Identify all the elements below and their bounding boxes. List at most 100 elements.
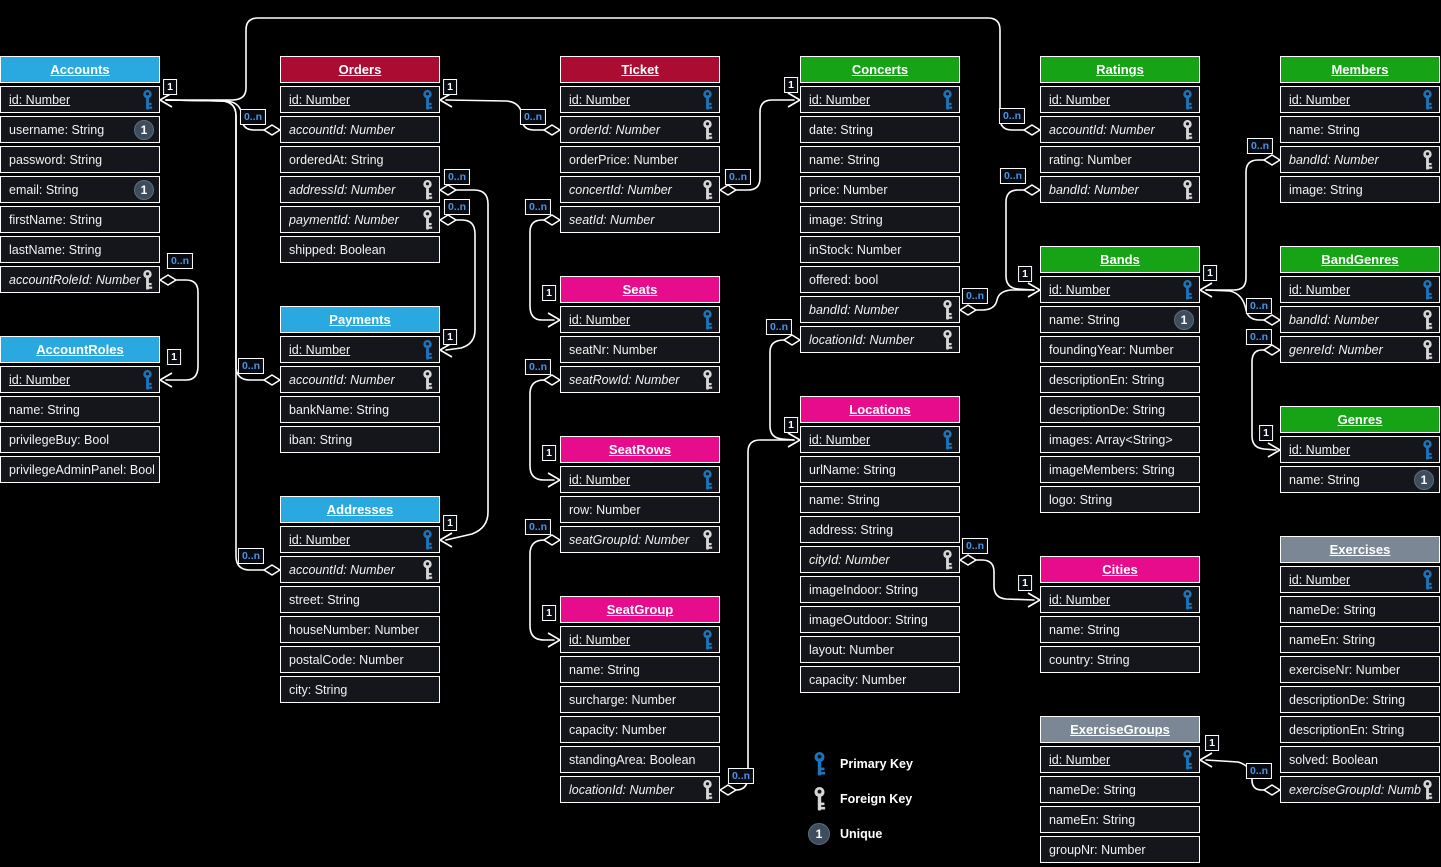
- field-row[interactable]: privilegeBuy: Bool: [0, 426, 160, 453]
- field-row[interactable]: privilegeAdminPanel: Bool: [0, 456, 160, 483]
- field-row[interactable]: seatGroupId: Number: [560, 526, 720, 553]
- field-row[interactable]: firstName: String: [0, 206, 160, 233]
- entity-Seats[interactable]: Seats id: Number seatNr: Number seatRowId: …: [560, 276, 720, 396]
- field-row[interactable]: id: Number: [800, 426, 960, 453]
- entity-header[interactable]: Ratings: [1040, 56, 1200, 83]
- field-row[interactable]: locationId: Number: [800, 326, 960, 353]
- entity-Ratings[interactable]: Ratings id: Number accountId: Number rating…: [1040, 56, 1200, 206]
- field-row[interactable]: accountId: Number: [280, 116, 440, 143]
- field-row[interactable]: id: Number: [1280, 566, 1440, 593]
- field-row[interactable]: foundingYear: Number: [1040, 336, 1200, 363]
- field-row[interactable]: row: Number: [560, 496, 720, 523]
- entity-header[interactable]: Addresses: [280, 496, 440, 523]
- field-row[interactable]: id: Number: [1040, 276, 1200, 303]
- entity-header[interactable]: Ticket: [560, 56, 720, 83]
- field-row[interactable]: bankName: String: [280, 396, 440, 423]
- entity-header[interactable]: Bands: [1040, 246, 1200, 273]
- field-row[interactable]: cityId: Number: [800, 546, 960, 573]
- field-row[interactable]: orderId: Number: [560, 116, 720, 143]
- field-row[interactable]: capacity: Number: [800, 666, 960, 693]
- field-row[interactable]: bandId: Number: [1280, 306, 1440, 333]
- entity-Locations[interactable]: Locations id: Number urlName: String name: …: [800, 396, 960, 696]
- entity-header[interactable]: Locations: [800, 396, 960, 423]
- field-row[interactable]: nameEn: String: [1280, 626, 1440, 653]
- field-row[interactable]: id: Number: [280, 526, 440, 553]
- entity-header[interactable]: SeatGroup: [560, 596, 720, 623]
- field-row[interactable]: address: String: [800, 516, 960, 543]
- field-row[interactable]: seatId: Number: [560, 206, 720, 233]
- field-row[interactable]: image: String: [1280, 176, 1440, 203]
- entity-header[interactable]: Payments: [280, 306, 440, 333]
- field-row[interactable]: rating: Number: [1040, 146, 1200, 173]
- field-row[interactable]: descriptionDe: String: [1280, 686, 1440, 713]
- entity-Accounts[interactable]: Accounts id: Number username: String 1 passw…: [0, 56, 160, 296]
- entity-Orders[interactable]: Orders id: Number accountId: Number ordered…: [280, 56, 440, 266]
- field-row[interactable]: username: String 1: [0, 116, 160, 143]
- field-row[interactable]: orderPrice: Number: [560, 146, 720, 173]
- field-row[interactable]: name: String: [800, 146, 960, 173]
- entity-Members[interactable]: Members id: Number name: String bandId: Num…: [1280, 56, 1440, 206]
- field-row[interactable]: addressId: Number: [280, 176, 440, 203]
- field-row[interactable]: image: String: [800, 206, 960, 233]
- entity-Genres[interactable]: Genres id: Number name: String 1: [1280, 406, 1440, 496]
- field-row[interactable]: urlName: String: [800, 456, 960, 483]
- field-row[interactable]: id: Number: [560, 306, 720, 333]
- field-row[interactable]: id: Number: [280, 336, 440, 363]
- field-row[interactable]: lastName: String: [0, 236, 160, 263]
- field-row[interactable]: email: String 1: [0, 176, 160, 203]
- field-row[interactable]: shipped: Boolean: [280, 236, 440, 263]
- entity-header[interactable]: ExerciseGroups: [1040, 716, 1200, 743]
- entity-header[interactable]: Genres: [1280, 406, 1440, 433]
- field-row[interactable]: id: Number: [1040, 586, 1200, 613]
- field-row[interactable]: postalCode: Number: [280, 646, 440, 673]
- entity-SeatGroup[interactable]: SeatGroup id: Number name: String surcharge…: [560, 596, 720, 806]
- field-row[interactable]: price: Number: [800, 176, 960, 203]
- field-row[interactable]: id: Number: [560, 466, 720, 493]
- field-row[interactable]: iban: String: [280, 426, 440, 453]
- entity-Cities[interactable]: Cities id: Number name: String country: Str…: [1040, 556, 1200, 676]
- field-row[interactable]: locationId: Number: [560, 776, 720, 803]
- field-row[interactable]: descriptionEn: String: [1280, 716, 1440, 743]
- field-row[interactable]: country: String: [1040, 646, 1200, 673]
- field-row[interactable]: logo: String: [1040, 486, 1200, 513]
- field-row[interactable]: imageMembers: String: [1040, 456, 1200, 483]
- entity-header[interactable]: Members: [1280, 56, 1440, 83]
- field-row[interactable]: id: Number: [1280, 86, 1440, 113]
- field-row[interactable]: accountId: Number: [1040, 116, 1200, 143]
- field-row[interactable]: nameDe: String: [1280, 596, 1440, 623]
- field-row[interactable]: id: Number: [0, 86, 160, 113]
- field-row[interactable]: accountId: Number: [280, 556, 440, 583]
- field-row[interactable]: street: String: [280, 586, 440, 613]
- entity-header[interactable]: Accounts: [0, 56, 160, 83]
- field-row[interactable]: surcharge: Number: [560, 686, 720, 713]
- field-row[interactable]: name: String: [800, 486, 960, 513]
- field-row[interactable]: orderedAt: String: [280, 146, 440, 173]
- field-row[interactable]: id: Number: [560, 626, 720, 653]
- field-row[interactable]: offered: bool: [800, 266, 960, 293]
- field-row[interactable]: seatRowId: Number: [560, 366, 720, 393]
- entity-header[interactable]: Exercises: [1280, 536, 1440, 563]
- field-row[interactable]: name: String: [1040, 616, 1200, 643]
- field-row[interactable]: houseNumber: Number: [280, 616, 440, 643]
- entity-header[interactable]: Cities: [1040, 556, 1200, 583]
- entity-header[interactable]: BandGenres: [1280, 246, 1440, 273]
- field-row[interactable]: id: Number: [560, 86, 720, 113]
- field-row[interactable]: date: String: [800, 116, 960, 143]
- field-row[interactable]: name: String: [0, 396, 160, 423]
- entity-Bands[interactable]: Bands id: Number name: String 1 foundingYear…: [1040, 246, 1200, 516]
- entity-Exercises[interactable]: Exercises id: Number nameDe: String nameEn:…: [1280, 536, 1440, 806]
- field-row[interactable]: paymentId: Number: [280, 206, 440, 233]
- entity-ExerciseGroups[interactable]: ExerciseGroups id: Number nameDe: String na…: [1040, 716, 1200, 866]
- field-row[interactable]: bandId: Number: [800, 296, 960, 323]
- field-row[interactable]: imageIndoor: String: [800, 576, 960, 603]
- field-row[interactable]: solved: Boolean: [1280, 746, 1440, 773]
- entity-header[interactable]: SeatRows: [560, 436, 720, 463]
- field-row[interactable]: password: String: [0, 146, 160, 173]
- field-row[interactable]: id: Number: [0, 366, 160, 393]
- field-row[interactable]: name: String: [560, 656, 720, 683]
- field-row[interactable]: images: Array<String>: [1040, 426, 1200, 453]
- field-row[interactable]: name: String 1: [1040, 306, 1200, 333]
- field-row[interactable]: bandId: Number: [1280, 146, 1440, 173]
- field-row[interactable]: name: String: [1280, 116, 1440, 143]
- field-row[interactable]: bandId: Number: [1040, 176, 1200, 203]
